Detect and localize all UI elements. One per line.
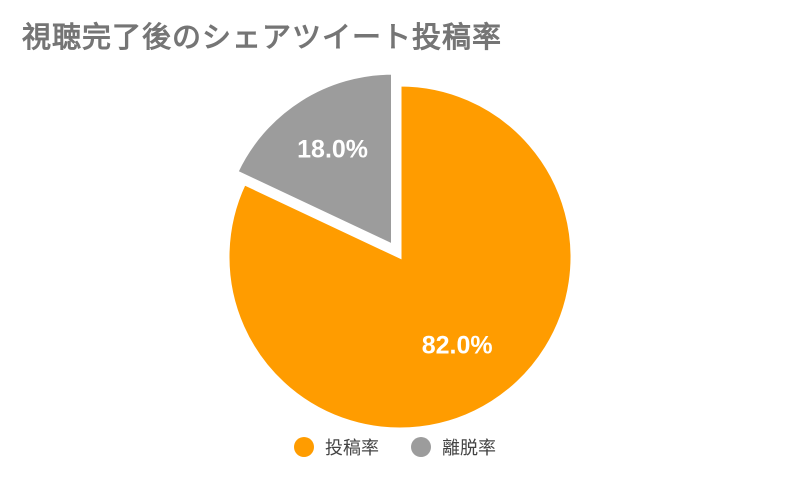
data-label-2: 18.0% <box>297 135 368 163</box>
legend-swatch <box>294 437 314 457</box>
legend-swatch <box>411 437 431 457</box>
pie-slice-1 <box>226 83 574 431</box>
chart-title: 視聴完了後のシェアツイート投稿率 <box>22 20 503 54</box>
legend-item-1: 投稿率 <box>294 434 379 460</box>
legend-item-2: 離脱率 <box>411 434 496 460</box>
data-label-1: 82.0% <box>422 332 493 360</box>
legend: 投稿率 離脱率 <box>0 434 790 460</box>
pie-slice-2 <box>234 71 394 248</box>
legend-label: 離脱率 <box>442 438 496 459</box>
legend-label: 投稿率 <box>325 438 379 459</box>
